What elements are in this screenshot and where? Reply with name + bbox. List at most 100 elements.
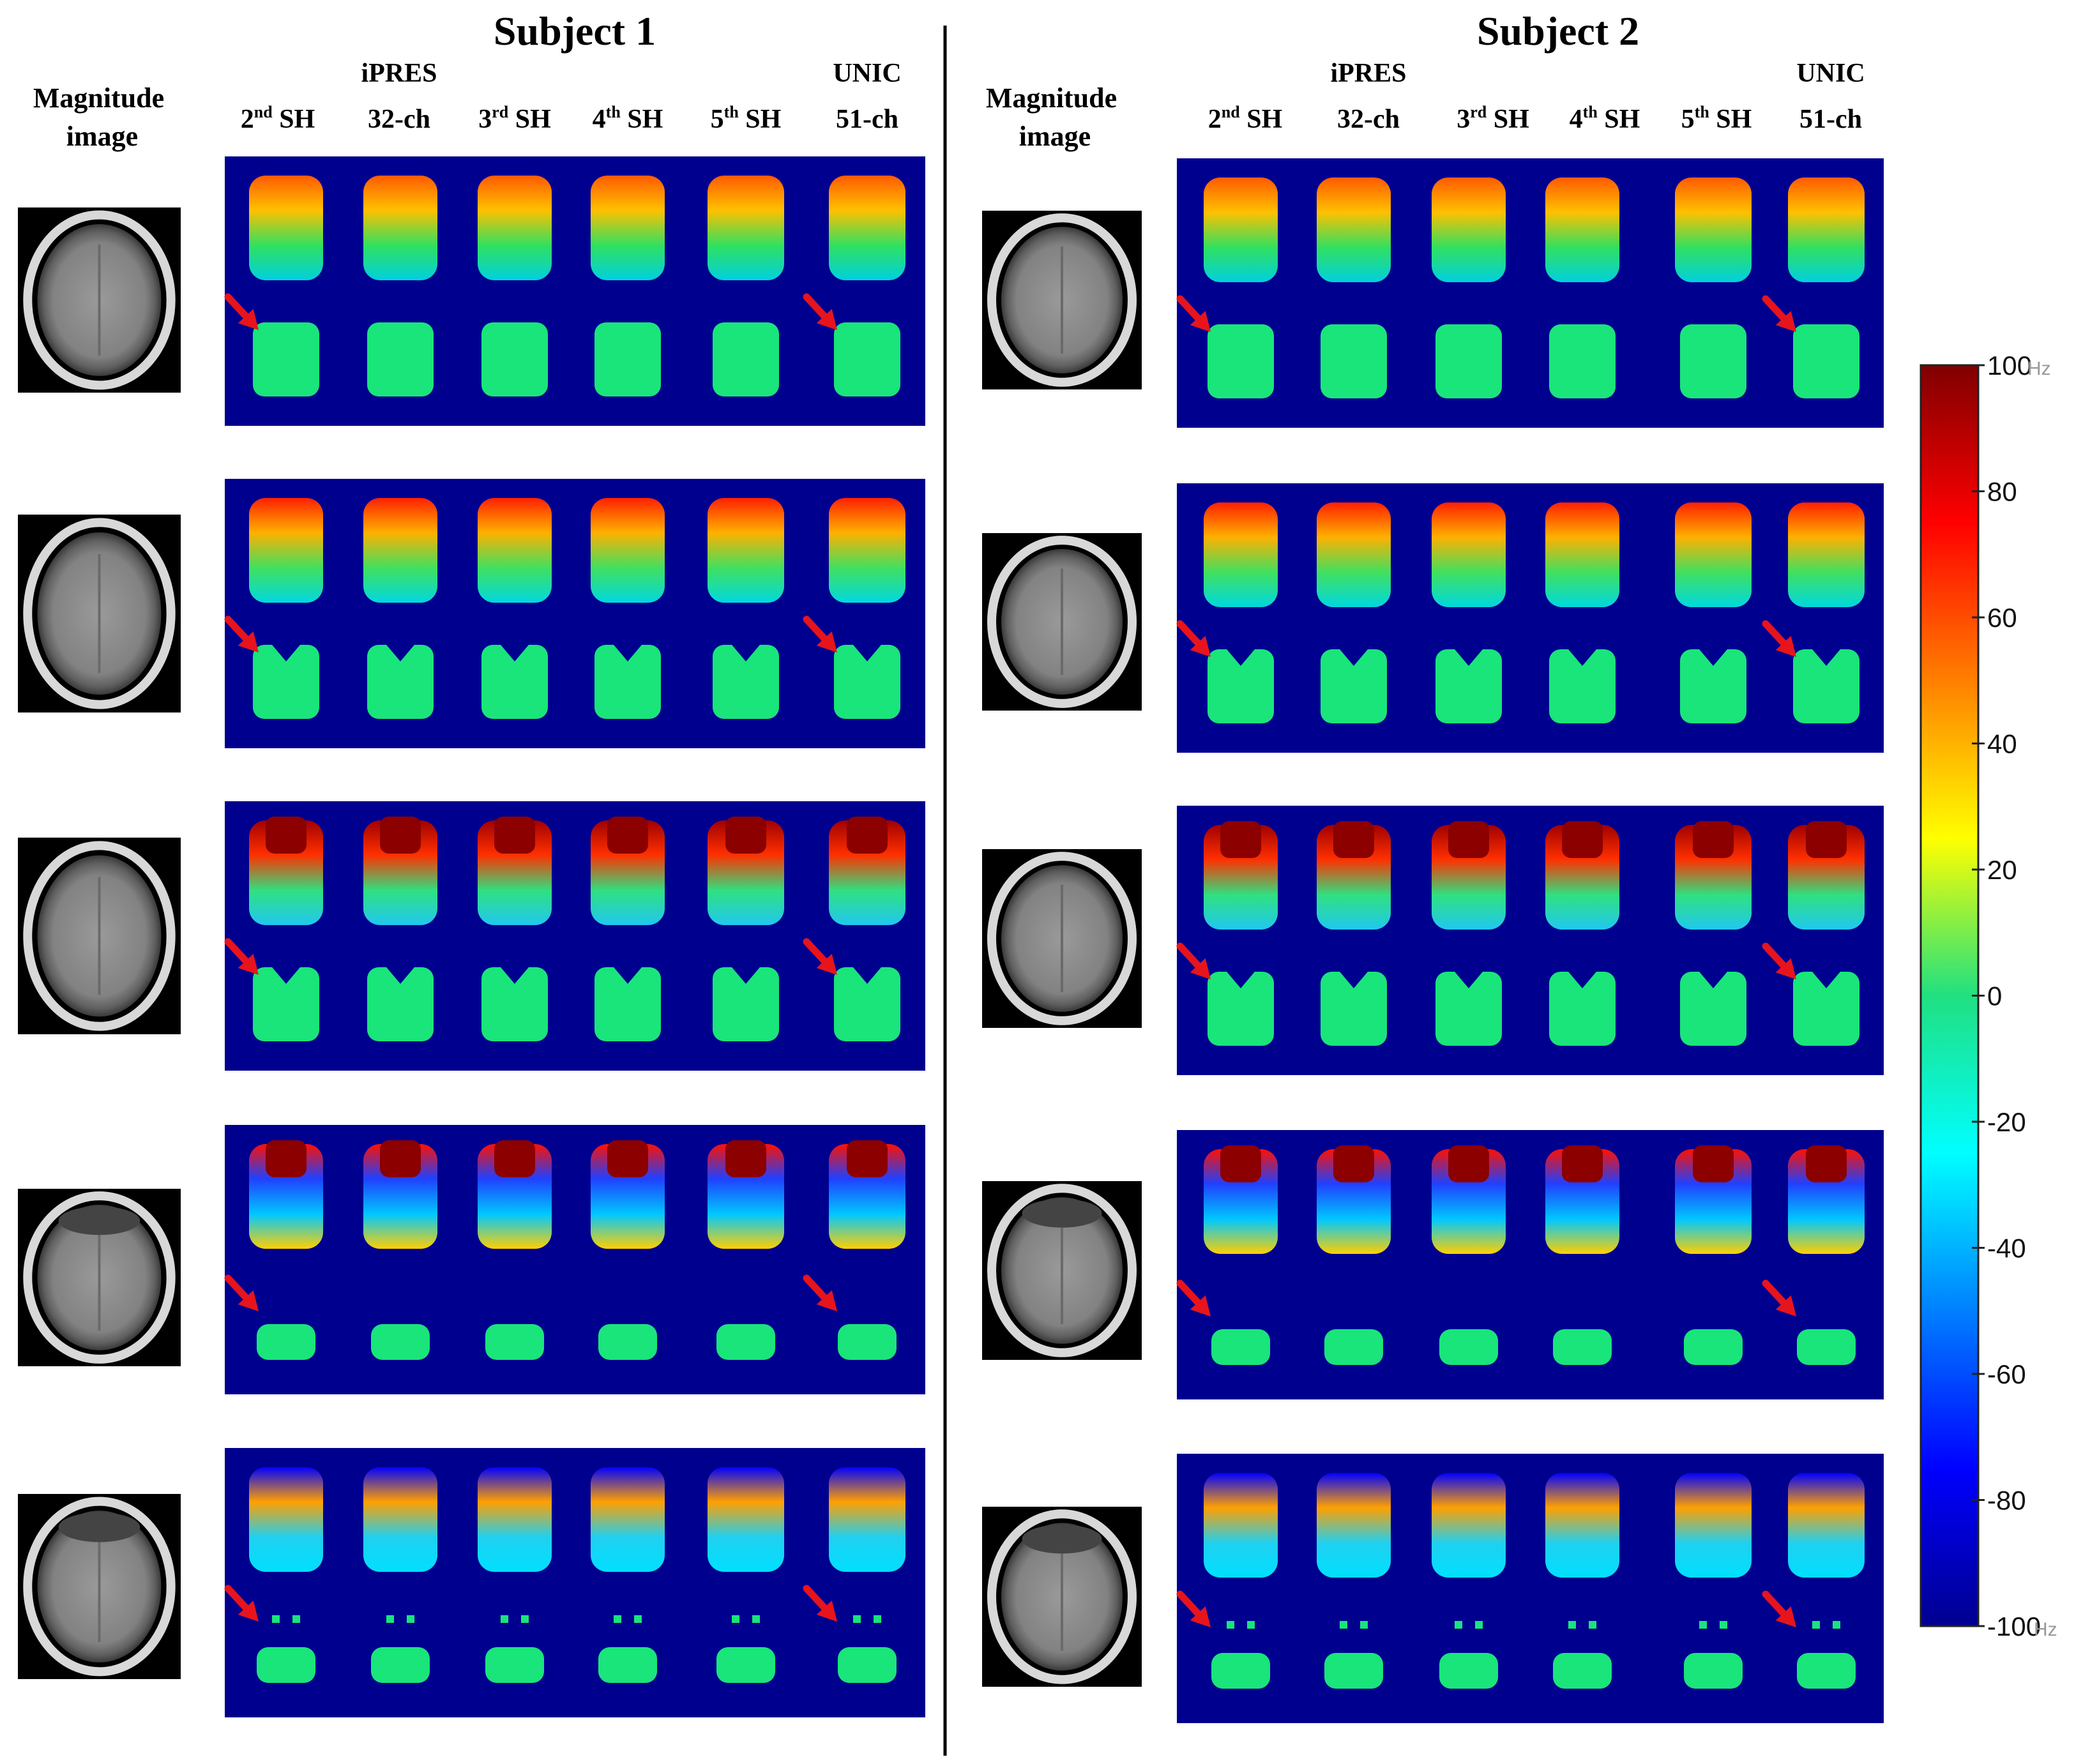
s2-field-map-panel-5 [1177, 1454, 1884, 1723]
s1-r5-head-map-3 [478, 1467, 552, 1572]
s1-r5-arrow-right [803, 1585, 837, 1622]
s1-r3-mask-6 [834, 967, 900, 1041]
s2-magnitude-image-3 [982, 849, 1142, 1028]
s2-r2-arrow-left [1176, 620, 1211, 657]
colorbar-tick-6: -20 [1987, 1107, 2026, 1137]
s2-r4-mask-3 [1439, 1329, 1498, 1365]
s2-r5-mask-4 [1553, 1653, 1612, 1689]
s1-r4-arrow-left [224, 1274, 259, 1311]
s1-r2-head-map-2 [363, 498, 437, 603]
s2-col-ipres-32ch: iPRES 32-ch [1330, 59, 1406, 134]
s1-r3-hot-spot-2 [380, 817, 421, 854]
s1-r5-arrow-left [224, 1585, 259, 1622]
s2-r5-head-map-4 [1545, 1473, 1619, 1578]
s1-col-4th-sh: 4th SH [593, 103, 663, 134]
s1-r2-head-map-4 [591, 498, 665, 603]
s1-r3-mask-1 [253, 967, 319, 1041]
s1-r1-head-map-1 [249, 176, 323, 280]
s1-r3-mask-4 [594, 967, 661, 1041]
s1-field-map-panel-3 [225, 801, 925, 1071]
s2-r5-dot-b-1 [1247, 1621, 1255, 1629]
s2-r5-mask-6 [1797, 1653, 1856, 1689]
s2-r5-dot-b-5 [1720, 1621, 1727, 1629]
s2-r4-arrow-right [1762, 1279, 1796, 1316]
subject-2-magnitude-label: Magnitude image [986, 82, 1124, 152]
colorbar-tick-9: -80 [1987, 1486, 2026, 1516]
s1-r2-mask-5 [713, 645, 779, 719]
s1-r5-head-map-1 [249, 1467, 323, 1572]
s2-r4-mask-1 [1211, 1329, 1270, 1365]
s1-r3-mask-5 [713, 967, 779, 1041]
s1-magnitude-image-1 [18, 207, 181, 393]
s1-r3-hot-spot-5 [725, 817, 766, 854]
subject-2-title: Subject 2 [1477, 8, 1639, 54]
s2-r5-dot-a-1 [1227, 1621, 1234, 1629]
s1-r2-head-map-1 [249, 498, 323, 603]
s1-r2-arrow-left [224, 615, 259, 652]
s2-r4-mask-5 [1684, 1329, 1743, 1365]
s2-col-3rd-sh: 3rd SH [1457, 103, 1529, 134]
s2-r2-head-map-2 [1317, 502, 1391, 607]
s1-r4-arrow-right [803, 1274, 837, 1311]
s2-r4-hot-spot-4 [1562, 1145, 1603, 1182]
s1-r5-head-map-2 [363, 1467, 437, 1572]
s2-r5-arrow-left [1176, 1590, 1211, 1627]
s2-r2-head-map-5 [1675, 502, 1752, 607]
colorbar-tick-4: 20 [1987, 855, 2017, 885]
s1-r5-dot-a-4 [614, 1615, 621, 1623]
s1-r5-dot-a-3 [501, 1615, 508, 1623]
s2-r5-dot-a-6 [1812, 1621, 1820, 1629]
s1-r5-mask-3 [485, 1647, 544, 1683]
s2-r3-hot-spot-6 [1806, 821, 1847, 858]
colorbar-tick-10: -100 [1987, 1611, 2041, 1641]
s2-r5-dot-a-3 [1455, 1621, 1462, 1629]
s2-r3-hot-spot-2 [1333, 821, 1374, 858]
s2-magnitude-image-5 [982, 1507, 1142, 1687]
s2-field-map-panel-4 [1177, 1130, 1884, 1399]
s1-r5-dot-b-1 [292, 1615, 300, 1623]
s1-r5-head-map-4 [591, 1467, 665, 1572]
colorbar-tick-2: 60 [1987, 603, 2017, 633]
colorbar-tick-5: 0 [1987, 981, 2002, 1011]
s1-r1-mask-2 [367, 322, 434, 396]
s2-r3-hot-spot-4 [1562, 821, 1603, 858]
s2-r5-dot-b-6 [1833, 1621, 1840, 1629]
s1-r1-head-map-3 [478, 176, 552, 280]
s1-r5-dot-b-2 [407, 1615, 414, 1623]
s1-r2-mask-6 [834, 645, 900, 719]
s2-r3-mask-1 [1208, 972, 1274, 1046]
subject-1-title: Subject 1 [494, 8, 656, 54]
s2-r4-mask-4 [1553, 1329, 1612, 1365]
s2-r3-hot-spot-3 [1448, 821, 1489, 858]
s2-magnitude-image-2 [982, 533, 1142, 711]
s1-field-map-panel-5 [225, 1448, 925, 1717]
s2-r3-arrow-right [1762, 942, 1796, 979]
s2-r3-arrow-left [1176, 942, 1211, 979]
s1-r2-mask-4 [594, 645, 661, 719]
s2-r5-mask-2 [1324, 1653, 1383, 1689]
s1-r5-mask-2 [371, 1647, 430, 1683]
s1-r4-hot-spot-2 [380, 1140, 421, 1177]
s1-r1-arrow-left [224, 293, 259, 330]
s2-r3-hot-spot-5 [1693, 821, 1734, 858]
s1-r1-head-map-5 [708, 176, 784, 280]
s1-r1-head-map-6 [829, 176, 905, 280]
s2-col-5th-sh: 5th SH [1681, 103, 1752, 134]
s1-r5-dot-b-5 [752, 1615, 760, 1623]
s1-r2-mask-2 [367, 645, 434, 719]
s2-r5-mask-5 [1684, 1653, 1743, 1689]
s2-r5-dot-b-3 [1475, 1621, 1483, 1629]
s2-r5-head-map-2 [1317, 1473, 1391, 1578]
s1-r4-mask-5 [716, 1324, 775, 1360]
s2-r2-arrow-right [1762, 620, 1796, 657]
s2-r3-mask-2 [1321, 972, 1387, 1046]
s1-r2-head-map-5 [708, 498, 784, 603]
s2-r4-mask-6 [1797, 1329, 1856, 1365]
s1-r4-mask-3 [485, 1324, 544, 1360]
s2-magnitude-image-4 [982, 1181, 1142, 1360]
s1-r3-hot-spot-6 [847, 817, 888, 854]
s2-field-map-panel-1 [1177, 158, 1884, 428]
s1-r1-mask-5 [713, 322, 779, 396]
s2-r5-dot-b-2 [1360, 1621, 1368, 1629]
s1-r4-mask-1 [257, 1324, 315, 1360]
